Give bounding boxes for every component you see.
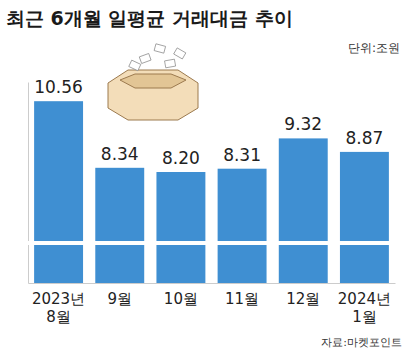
x-tick: 12월: [286, 283, 320, 308]
bar: [95, 168, 144, 283]
ballot-paper: [154, 44, 165, 53]
bar: [218, 169, 267, 283]
bars: [28, 101, 395, 283]
x-tick-label: 2024년1월: [338, 290, 391, 326]
subtitle: 단위:조원: [348, 41, 400, 55]
ballot-paper: [139, 53, 151, 63]
title: 최근 6개월 일평균 거래대금 추이: [6, 7, 293, 29]
source: 자료:마켓포인트: [321, 336, 402, 349]
data-label: 9.32: [284, 114, 322, 134]
ballot-slot: [120, 74, 186, 88]
data-label: 8.20: [162, 148, 200, 168]
x-tick: 2024년1월: [338, 283, 391, 326]
x-tick: 11월: [225, 283, 259, 308]
x-tick-label: 2023년8월: [32, 290, 85, 326]
data-label: 8.34: [101, 144, 139, 164]
x-tick-label: 9월: [107, 290, 132, 308]
data-label: 8.87: [345, 128, 383, 148]
ballot-icon: [108, 44, 198, 120]
x-tick: 2023년8월: [32, 283, 85, 326]
axis-break: [28, 241, 395, 245]
ballot-paper: [129, 60, 141, 71]
y-axis: [28, 83, 29, 284]
bar: [340, 152, 389, 283]
data-label: 8.31: [223, 145, 261, 165]
x-tick-label: 11월: [225, 290, 259, 308]
x-tick: 9월: [107, 283, 132, 308]
bar: [34, 101, 83, 283]
x-tick: 10월: [164, 283, 198, 308]
bar: [279, 138, 328, 283]
data-labels: 10.56 8.34 8.20 8.31 9.32 8.87: [34, 77, 383, 168]
x-tick-label: 12월: [286, 290, 320, 308]
y-axis-line: [28, 83, 29, 284]
bar: [156, 172, 205, 283]
ballot-box: [108, 70, 198, 120]
ballot-paper: [165, 59, 176, 68]
chart: 최근 6개월 일평균 거래대금 추이단위:조원 10.56 8.34 8.20 8.31…: [0, 0, 409, 354]
x-tick-label: 10월: [164, 290, 198, 308]
x-axis-line: [29, 283, 396, 284]
x-axis: 2023년8월 9월 10월 11월 12월 2024년1월: [29, 283, 396, 326]
ballot-paper: [174, 48, 186, 59]
data-label: 10.56: [34, 77, 83, 97]
